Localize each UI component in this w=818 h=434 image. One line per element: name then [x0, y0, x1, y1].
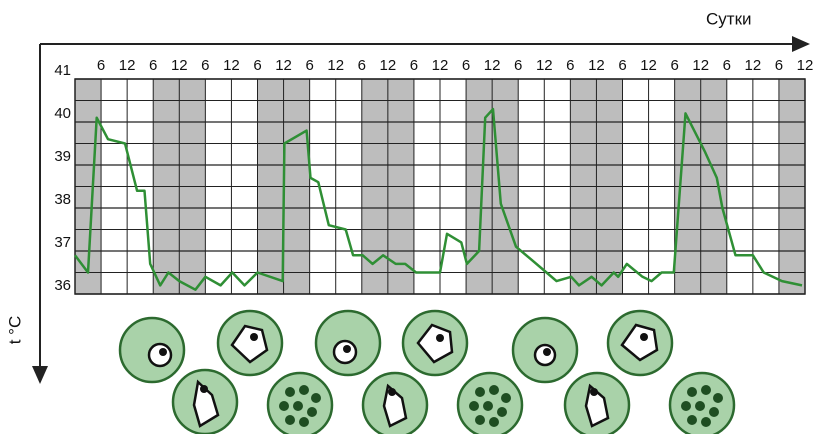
plot-frame: [74, 78, 806, 295]
plot-area: 36 37 38 39 40 41 6 12 6 12 6 12 6 12 6 12 6 12 6 12 6 12 6 12 6…: [54, 57, 814, 295]
y-tick-label: 41: [54, 62, 71, 79]
x-tick-label: 6: [149, 57, 157, 74]
x-tick-label: 12: [745, 57, 762, 74]
x-tick-label: 6: [201, 57, 209, 74]
x-tick-label: 12: [640, 57, 657, 74]
x-tick-label: 12: [275, 57, 292, 74]
y-tick-label: 39: [54, 148, 71, 165]
x-tick-label: 6: [462, 57, 470, 74]
x-tick-label: 6: [514, 57, 522, 74]
x-tick-label: 12: [380, 57, 397, 74]
parasite-stages: [118, 309, 736, 434]
x-tick-label: 12: [484, 57, 501, 74]
y-tick-label: 38: [54, 191, 71, 208]
x-tick-label: 12: [223, 57, 240, 74]
x-tick-label: 12: [536, 57, 553, 74]
y-axis-label: t °C: [5, 316, 24, 345]
x-tick-label: 6: [253, 57, 261, 74]
x-tick-label: 6: [670, 57, 678, 74]
x-tick-label: 12: [119, 57, 136, 74]
x-tick-label: 12: [171, 57, 188, 74]
x-tick-label: 12: [432, 57, 449, 74]
x-axis-label: Сутки: [706, 9, 752, 28]
x-tick-label: 6: [305, 57, 313, 74]
x-tick-label: 6: [566, 57, 574, 74]
x-tick-label: 12: [327, 57, 344, 74]
x-tick-label: 12: [797, 57, 814, 74]
x-tick-label: 6: [410, 57, 418, 74]
x-tick-label: 6: [618, 57, 626, 74]
x-tick-label: 6: [775, 57, 783, 74]
x-tick-label: 12: [588, 57, 605, 74]
temperature-line: [74, 107, 803, 291]
y-tick-label: 36: [54, 277, 71, 294]
y-tick-label: 40: [54, 105, 71, 122]
x-tick-label: 6: [723, 57, 731, 74]
y-tick-label: 37: [54, 234, 71, 251]
x-tick-label: 6: [97, 57, 105, 74]
x-tick-label: 6: [358, 57, 366, 74]
x-tick-label: 12: [692, 57, 709, 74]
